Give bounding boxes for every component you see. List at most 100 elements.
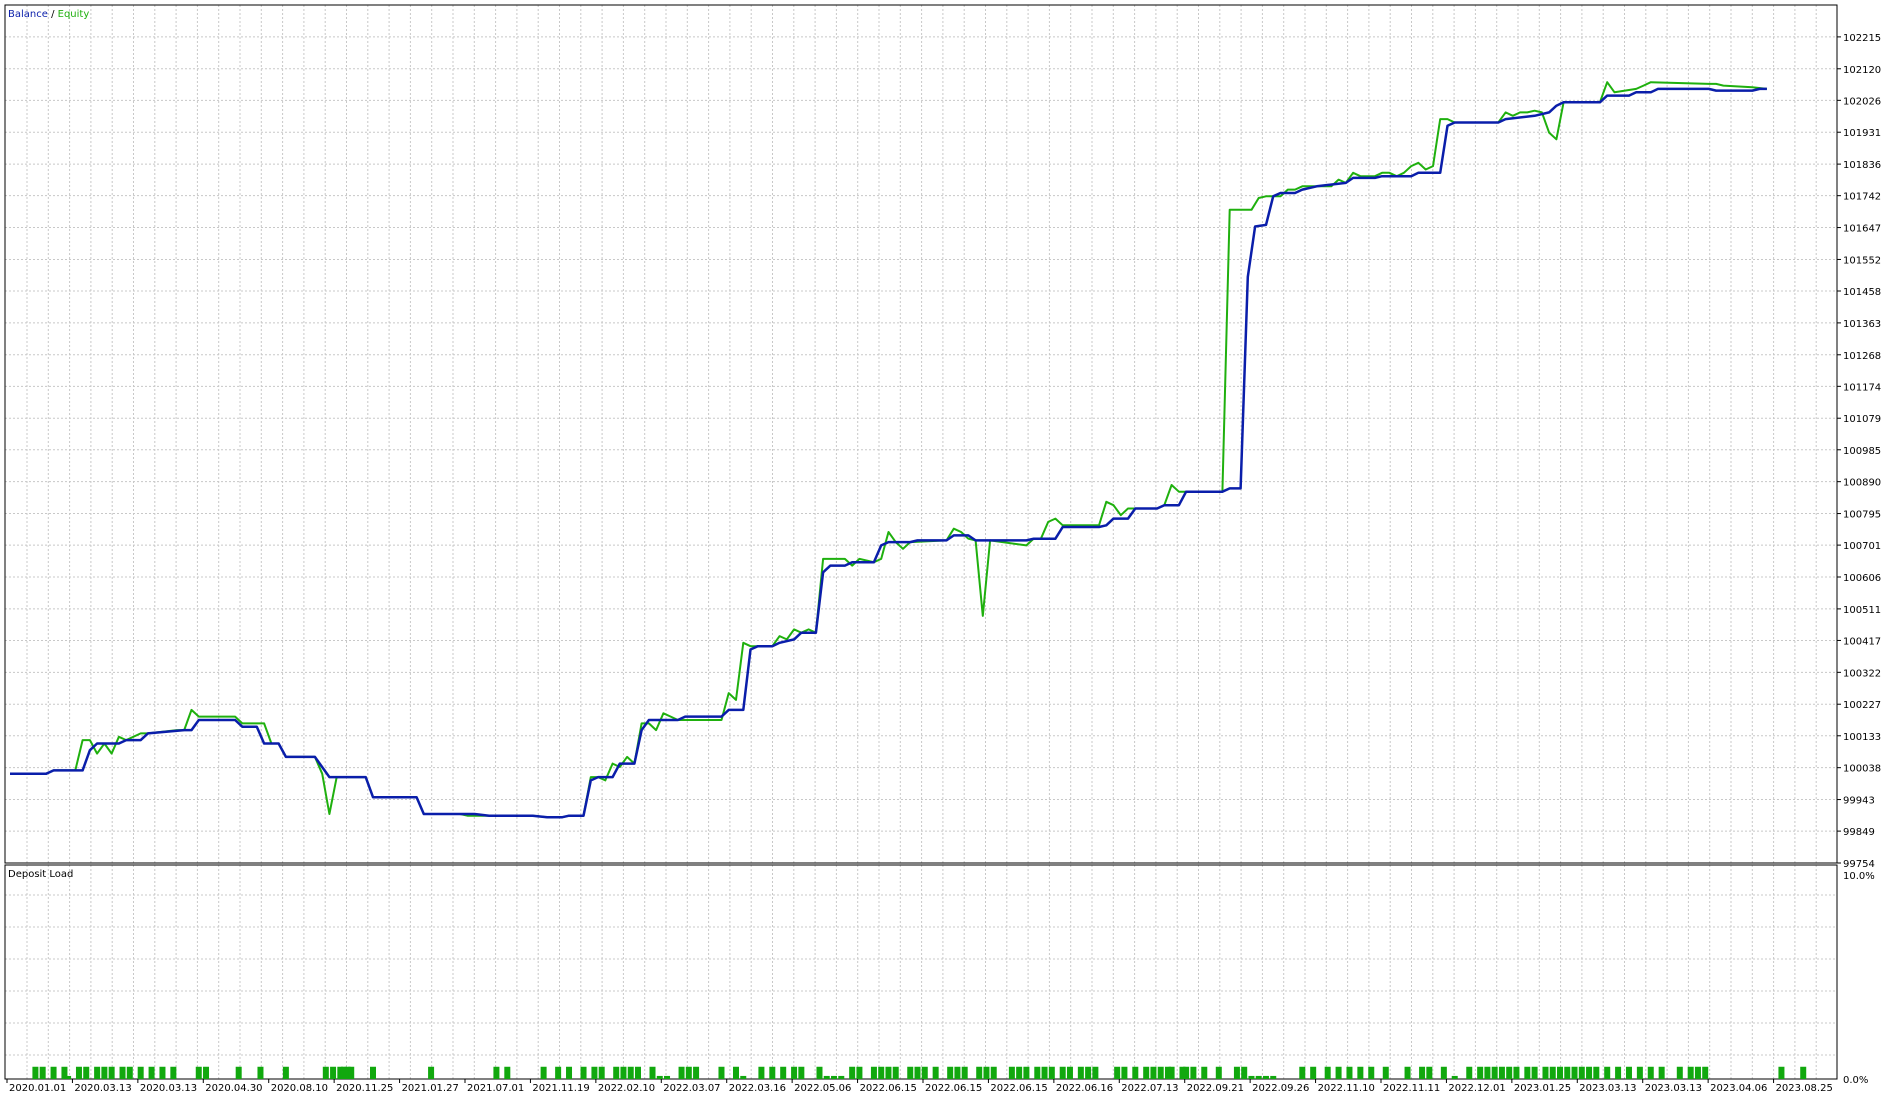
deposit-load-bar: [1346, 1066, 1353, 1079]
deposit-load-bar: [83, 1066, 90, 1079]
balance-y-tick-label: 100511: [1843, 605, 1881, 616]
deposit-load-bar: [540, 1066, 547, 1079]
balance-y-tick-label: 101647: [1843, 224, 1881, 235]
deposit-load-bar: [195, 1066, 202, 1079]
deposit-load-bar: [94, 1066, 101, 1079]
deposit-load-bar: [791, 1066, 798, 1079]
deposit-load-bar: [1636, 1066, 1643, 1079]
deposit-load-bar: [1041, 1066, 1048, 1079]
deposit-load-bar: [1357, 1066, 1364, 1079]
x-tick-label: 2020.01.01: [9, 1083, 66, 1094]
deposit-load-bar: [1008, 1066, 1015, 1079]
x-tick-label: 2022.03.16: [729, 1083, 786, 1094]
deposit-load-bar: [976, 1066, 983, 1079]
deposit-load-bar: [1477, 1066, 1484, 1079]
deposit-load-bar: [693, 1066, 700, 1079]
deposit-load-bar: [1248, 1075, 1255, 1079]
balance-y-tick-label: 99849: [1843, 827, 1875, 838]
deposit-load-bar: [1157, 1066, 1164, 1079]
deposit-load-bar: [769, 1066, 776, 1079]
deposit-load-bar: [1183, 1066, 1190, 1079]
deposit-load-bar: [159, 1066, 166, 1079]
deposit-load-bar: [1164, 1066, 1171, 1079]
deposit-load-bar: [555, 1066, 562, 1079]
deposit-load-bar: [1578, 1066, 1585, 1079]
deposit-load-bar: [126, 1066, 133, 1079]
deposit-load-bar: [678, 1066, 685, 1079]
balance-equity-series: [10, 81, 1768, 819]
x-tick-label: 2023.08.25: [1776, 1083, 1833, 1094]
deposit-load-bar: [32, 1066, 39, 1079]
balance-y-tick-label: 100701: [1843, 541, 1881, 552]
deposit-load-bar: [1059, 1066, 1066, 1079]
deposit-load-bar: [580, 1066, 587, 1079]
x-tick-label: 2022.06.15: [925, 1083, 982, 1094]
balance-y-tick-label: 102026: [1843, 96, 1881, 107]
deposit-load-bar: [1114, 1066, 1121, 1079]
balance-y-tick-label: 101174: [1843, 382, 1881, 393]
balance-y-tick-label: 99754: [1843, 859, 1875, 870]
balance-chart-grid: [5, 5, 1837, 863]
deposit-load-bar: [1168, 1066, 1175, 1079]
deposit-load-bar: [1647, 1066, 1654, 1079]
deposit-load-bar: [1085, 1066, 1092, 1079]
deposit-load-bar: [685, 1066, 692, 1079]
balance-y-tick-label: 101931: [1843, 128, 1881, 139]
deposit-load-bar: [1484, 1066, 1491, 1079]
x-tick-label: 2020.03.13: [74, 1083, 131, 1094]
deposit-load-bars: [32, 1066, 1807, 1079]
deposit-load-bar: [39, 1066, 46, 1079]
x-tick-label: 2022.09.21: [1187, 1083, 1244, 1094]
deposit-load-bar: [816, 1066, 823, 1079]
deposit-load-bar: [119, 1066, 126, 1079]
deposit-load-bar: [330, 1066, 337, 1079]
deposit-load-bar: [892, 1066, 899, 1079]
deposit-load-bar: [137, 1066, 144, 1079]
title-separator: /: [48, 9, 58, 20]
deposit-load-bar: [798, 1066, 805, 1079]
x-tick-label: 2022.05.06: [794, 1083, 851, 1094]
balance-chart-frame: [4, 4, 1838, 864]
balance-y-tick-label: 101742: [1843, 192, 1881, 203]
balance-y-tick-label: 100985: [1843, 446, 1881, 457]
deposit-load-bar: [1368, 1066, 1375, 1079]
x-tick-label: 2023.01.25: [1514, 1083, 1571, 1094]
deposit-load-bar: [885, 1066, 892, 1079]
deposit-load-bar: [831, 1075, 838, 1079]
x-tick-label: 2022.06.15: [860, 1083, 917, 1094]
balance-y-tick-label: 101552: [1843, 255, 1881, 266]
x-tick-label: 2022.06.15: [990, 1083, 1047, 1094]
deposit-load-bar: [823, 1075, 830, 1079]
deposit-load-bar: [1077, 1066, 1084, 1079]
balance-y-tick-label: 100322: [1843, 668, 1881, 679]
deposit-load-bar: [203, 1066, 210, 1079]
deposit-load-bar: [627, 1066, 634, 1079]
deposit-load-title: Deposit Load: [8, 869, 73, 880]
x-tick-label: 2023.03.13: [1579, 1083, 1636, 1094]
deposit-load-bar: [1215, 1066, 1222, 1079]
deposit-load-bar: [921, 1066, 928, 1079]
deposit-load-bar: [235, 1066, 242, 1079]
deposit-load-bar: [1048, 1066, 1055, 1079]
deposit-load-bar: [954, 1066, 961, 1079]
x-tick-label: 2023.04.06: [1710, 1083, 1767, 1094]
deposit-load-bar: [591, 1066, 598, 1079]
deposit-load-bar: [780, 1066, 787, 1079]
deposit-load-bar: [1564, 1066, 1571, 1079]
deposit-load-bar: [1270, 1075, 1277, 1079]
balance-y-tick-label: 102215: [1843, 33, 1881, 44]
deposit-load-bar: [340, 1066, 347, 1079]
deposit-load-bar: [170, 1066, 177, 1079]
x-tick-label: 2020.03.13: [140, 1083, 197, 1094]
x-tick-label: 2022.11.11: [1383, 1083, 1440, 1094]
deposit-load-bar: [849, 1066, 856, 1079]
balance-y-axis: 102215 102120 102026 101931 101836 101742 1016…: [1837, 33, 1881, 870]
deposit-load-bar: [322, 1066, 329, 1079]
x-tick-label: 2021.07.01: [467, 1083, 524, 1094]
deposit-load-bar: [257, 1066, 264, 1079]
deposit-load-bar: [613, 1066, 620, 1079]
deposit-load-bar: [1586, 1066, 1593, 1079]
equity-title-label: Equity: [58, 9, 90, 20]
deposit-load-bar: [1310, 1066, 1317, 1079]
deposit-load-bar: [65, 1075, 72, 1079]
